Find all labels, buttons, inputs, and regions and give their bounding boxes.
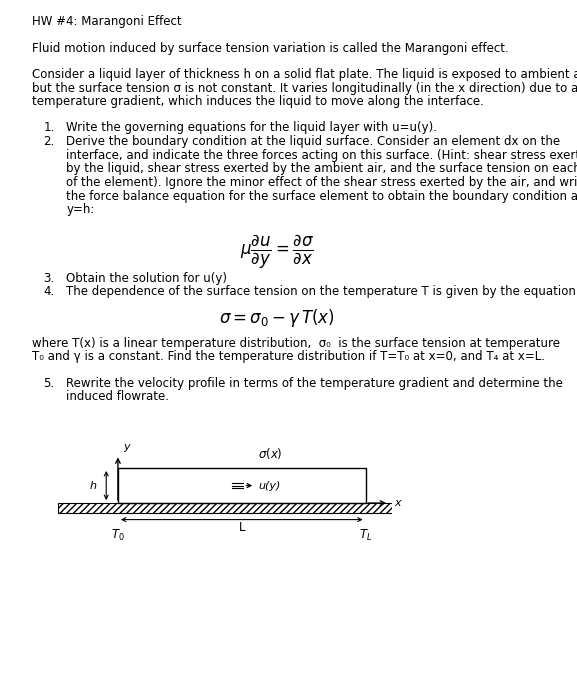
Text: Consider a liquid layer of thickness h on a solid flat plate. The liquid is expo: Consider a liquid layer of thickness h o… [32, 68, 577, 81]
Text: y=h:: y=h: [66, 203, 95, 216]
Text: interface, and indicate the three forces acting on this surface. (Hint: shear st: interface, and indicate the three forces… [66, 148, 577, 162]
Text: Write the governing equations for the liquid layer with u=u(y).: Write the governing equations for the li… [66, 121, 437, 134]
Text: $\sigma(x)$: $\sigma(x)$ [258, 447, 283, 461]
Text: Rewrite the velocity profile in terms of the temperature gradient and determine : Rewrite the velocity profile in terms of… [66, 377, 563, 390]
Text: 3.: 3. [43, 272, 54, 285]
Text: u(y): u(y) [258, 481, 281, 491]
Text: h: h [89, 481, 96, 491]
Text: Fluid motion induced by surface tension variation is called the Marangoni effect: Fluid motion induced by surface tension … [32, 42, 508, 55]
Text: L: L [238, 521, 245, 533]
Text: Obtain the solution for u(y): Obtain the solution for u(y) [66, 272, 227, 285]
Text: by the liquid, shear stress exerted by the ambient air, and the surface tension : by the liquid, shear stress exerted by t… [66, 162, 577, 176]
Text: HW #4: Marangoni Effect: HW #4: Marangoni Effect [32, 15, 181, 29]
Text: 5.: 5. [43, 377, 54, 390]
Text: induced flowrate.: induced flowrate. [66, 390, 170, 403]
Bar [58, 503, 409, 513]
Text: but the surface tension σ is not constant. It varies longitudinally (in the x di: but the surface tension σ is not constan… [32, 81, 577, 94]
Text: temperature gradient, which induces the liquid to move along the interface.: temperature gradient, which induces the … [32, 95, 484, 108]
Text: of the element). Ignore the minor effect of the shear stress exerted by the air,: of the element). Ignore the minor effect… [66, 176, 577, 189]
Text: 1.: 1. [43, 121, 54, 134]
Text: y: y [123, 442, 130, 452]
Text: T₀ and γ is a constant. Find the temperature distribution if T=T₀ at x=0, and T₄: T₀ and γ is a constant. Find the tempera… [32, 350, 545, 363]
Text: the force balance equation for the surface element to obtain the boundary condit: the force balance equation for the surfa… [66, 190, 577, 203]
Text: 4.: 4. [43, 285, 54, 298]
Text: $T_0$: $T_0$ [111, 528, 125, 543]
Text: x: x [394, 498, 400, 508]
Text: $\sigma = \sigma_0 - \gamma\,T(x)$: $\sigma = \sigma_0 - \gamma\,T(x)$ [219, 307, 335, 329]
Text: $\mu\dfrac{\partial u}{\partial y} = \dfrac{\partial \sigma}{\partial x}$: $\mu\dfrac{\partial u}{\partial y} = \df… [240, 233, 314, 272]
Text: Derive the boundary condition at the liquid surface. Consider an element dx on t: Derive the boundary condition at the liq… [66, 135, 560, 148]
Text: The dependence of the surface tension on the temperature T is given by the equat: The dependence of the surface tension on… [66, 285, 576, 298]
Bar [118, 468, 366, 503]
Text: 2.: 2. [43, 135, 54, 148]
Text: $T_L$: $T_L$ [359, 528, 372, 543]
Text: where T(x) is a linear temperature distribution,  σ₀  is the surface tension at : where T(x) is a linear temperature distr… [32, 337, 560, 350]
